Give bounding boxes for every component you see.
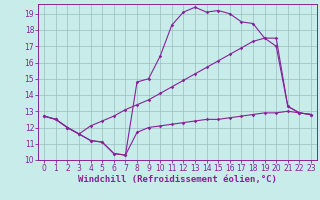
X-axis label: Windchill (Refroidissement éolien,°C): Windchill (Refroidissement éolien,°C): [78, 175, 277, 184]
